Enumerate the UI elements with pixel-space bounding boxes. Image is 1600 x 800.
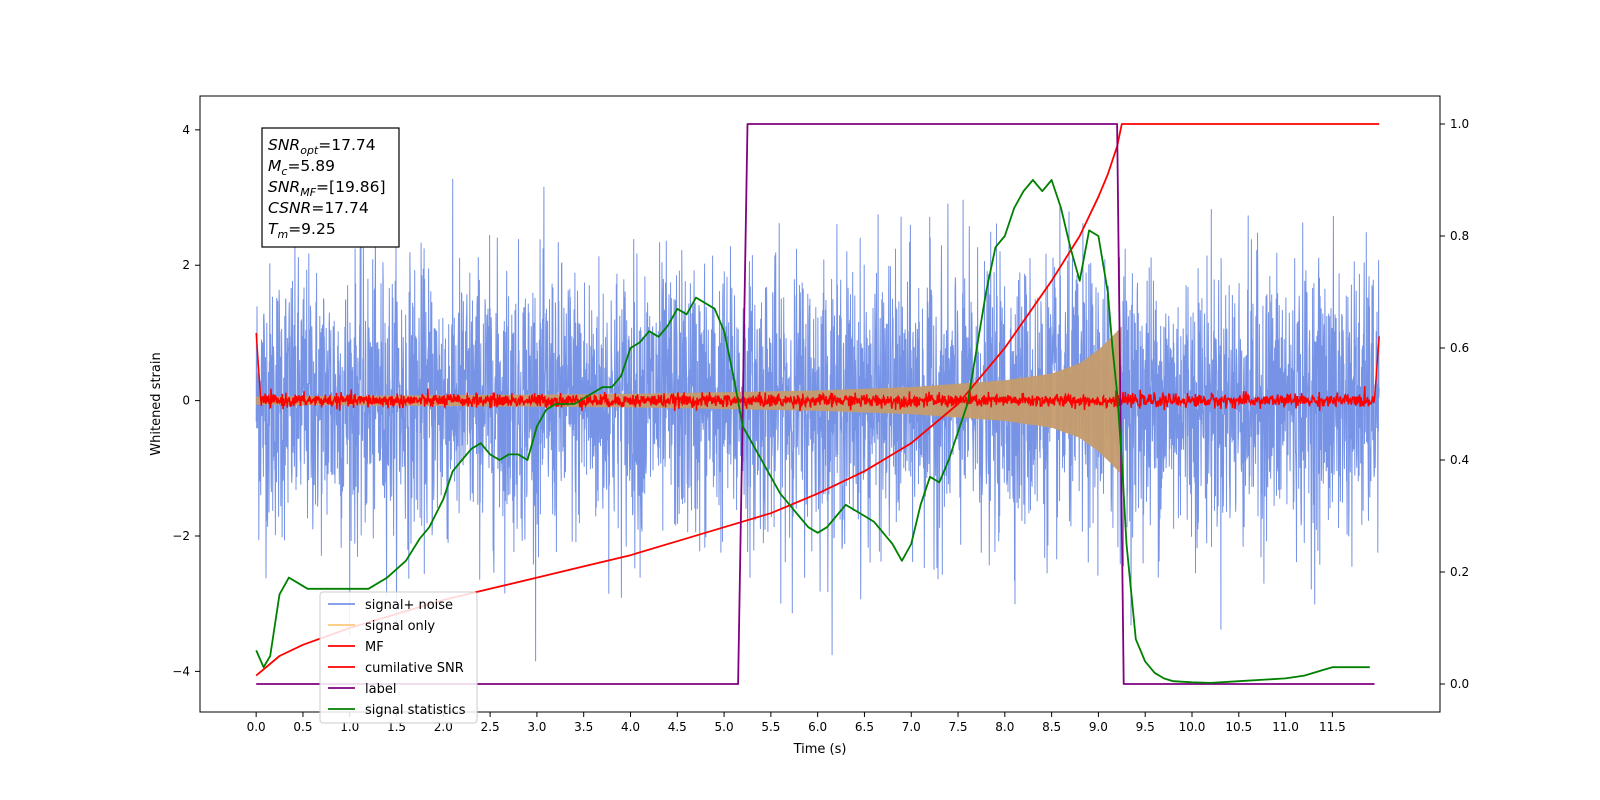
x-tick-label: 7.0 (902, 720, 921, 734)
annotation-line: SNRMF=[19.86] (268, 178, 386, 199)
legend[interactable]: signal+ noise signal only MF cumilative SNR… (319, 591, 478, 724)
y-left-tick-label: 2 (182, 258, 190, 272)
x-tick-label: 0.5 (293, 720, 312, 734)
y-right-tick-label: 1.0 (1450, 117, 1469, 131)
x-tick-label: 6.0 (808, 720, 827, 734)
x-tick-label: 6.5 (855, 720, 874, 734)
y-right-tick-label: 0.8 (1450, 229, 1469, 243)
legend-entry-label: signal statistics (365, 703, 466, 718)
annotation-line: SNRopt=17.74 (268, 136, 376, 157)
legend-entry-label: signal+ noise (365, 598, 453, 613)
x-axis: 0.0 0.5 1.0 1.5 2.0 2.5 3.0 3.5 4.0 4.5 5.0 5.5 6.0 6… (247, 712, 1346, 734)
x-tick-label: 0.0 (247, 720, 266, 734)
x-tick-label: 9.5 (1136, 720, 1155, 734)
annotation-frame (261, 127, 400, 248)
x-tick-label: 7.5 (948, 720, 967, 734)
x-tick-label: 3.0 (527, 720, 546, 734)
x-tick-label: 2.5 (481, 720, 500, 734)
legend-entry-label: MF (365, 640, 384, 655)
y-axis-right: 0.0 0.2 0.4 0.6 0.8 1.0 (1440, 117, 1469, 691)
x-tick-label: 5.0 (715, 720, 734, 734)
y-axis-label-left: Whitened strain (149, 352, 164, 455)
legend-entry-label: cumilative SNR (365, 661, 464, 676)
legend-frame (319, 591, 478, 724)
annotation-line: Tm=9.25 (268, 220, 336, 241)
series-signal-statistics (255, 179, 1370, 684)
x-tick-label: 11.5 (1319, 720, 1346, 734)
y-left-tick-label: 4 (182, 123, 190, 137)
x-tick-label: 8.0 (995, 720, 1014, 734)
series-signal-noise (255, 178, 1380, 662)
x-tick-label: 5.5 (761, 720, 780, 734)
plot-frame (199, 95, 1441, 713)
annotation-line: Mc=5.89 (268, 157, 335, 178)
x-tick-label: 3.5 (574, 720, 593, 734)
y-right-tick-label: 0.0 (1450, 677, 1469, 691)
y-left-tick-label: −2 (172, 529, 190, 543)
legend-entry-label: signal only (365, 619, 435, 634)
y-right-tick-label: 0.2 (1450, 565, 1469, 579)
x-tick-label: 4.5 (668, 720, 687, 734)
y-right-tick-label: 0.4 (1450, 453, 1469, 467)
legend-entry-label: label (365, 682, 396, 697)
annotation-line: CSNR=17.74 (268, 199, 369, 217)
x-tick-label: 9.0 (1089, 720, 1108, 734)
y-right-tick-label: 0.6 (1450, 341, 1469, 355)
x-tick-label: 4.0 (621, 720, 640, 734)
x-tick-label: 8.5 (1042, 720, 1061, 734)
x-tick-label: 10.0 (1179, 720, 1206, 734)
x-axis-label: Time (s) (793, 742, 847, 757)
series-mf (255, 332, 1380, 412)
x-tick-label: 10.5 (1225, 720, 1252, 734)
annotation-box: SNRopt=17.74Mc=5.89SNRMF=[19.86]CSNR=17.… (261, 127, 400, 248)
x-tick-label: 11.0 (1272, 720, 1299, 734)
y-axis-left: −4 −2 0 2 4 (172, 123, 200, 678)
series-label (256, 123, 1375, 685)
y-left-tick-label: −4 (172, 664, 190, 678)
y-left-tick-label: 0 (182, 394, 190, 408)
